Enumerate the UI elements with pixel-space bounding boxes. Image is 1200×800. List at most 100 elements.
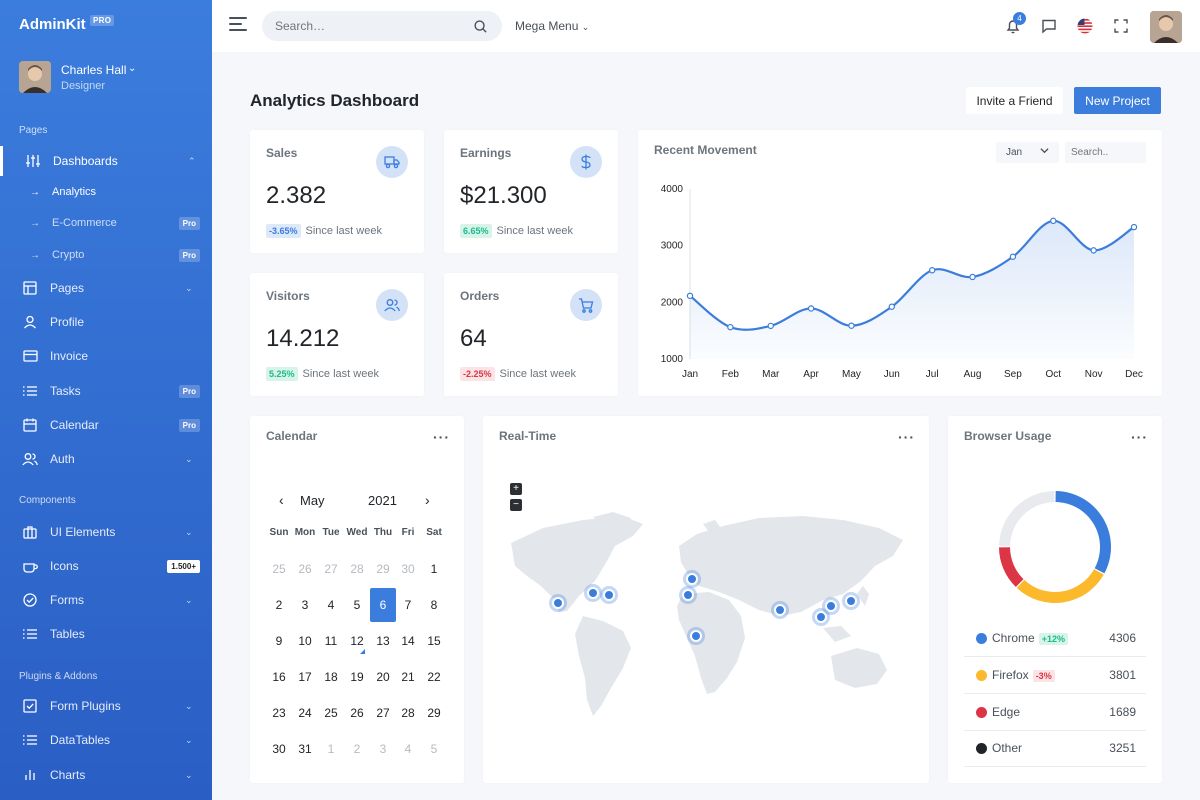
calendar-day[interactable]: 10 — [298, 634, 312, 648]
sidebar-item-datatables[interactable]: DataTables ⌄ — [0, 725, 212, 755]
calendar-day[interactable]: 4 — [327, 598, 335, 612]
sidebar-item-forms[interactable]: Forms ⌄ — [0, 585, 212, 615]
calendar-day[interactable]: 19 — [350, 670, 364, 684]
calendar-day[interactable]: 8 — [430, 598, 438, 612]
more-horizontal-icon[interactable]: ··· — [433, 429, 450, 445]
sidebar-item-dashboards[interactable]: Dashboards ⌃ — [0, 146, 212, 176]
weekday-label: Mon — [294, 527, 316, 538]
calendar-day[interactable]: 14 — [401, 634, 415, 648]
message-square-icon[interactable] — [1041, 18, 1057, 34]
pro-badge: Pro — [178, 418, 200, 432]
calendar-day[interactable]: 31 — [298, 742, 312, 756]
x-tick-label: Feb — [722, 369, 740, 380]
calendar-day[interactable]: 29 — [376, 562, 390, 576]
calendar-day[interactable]: 3 — [379, 742, 387, 756]
calendar-day[interactable]: 30 — [272, 742, 286, 756]
card-title: Real-Time — [499, 429, 557, 443]
calendar-day[interactable]: 28 — [401, 706, 415, 720]
hamburger-menu-icon[interactable] — [229, 17, 247, 33]
chevron-down-icon — [1040, 148, 1049, 154]
calendar-day[interactable]: 18 — [324, 670, 338, 684]
calendar-day[interactable]: 26 — [298, 562, 312, 576]
calendar-day[interactable]: 27 — [324, 562, 338, 576]
chart-point-nov — [1090, 247, 1097, 254]
topbar-avatar[interactable] — [1150, 11, 1182, 43]
legend-name: Edge — [992, 705, 1020, 719]
search-input[interactable] — [262, 11, 502, 41]
sidebar-subitem-ecommerce[interactable]: → E-Commerce Pro — [0, 211, 212, 235]
sidebar-item-ui-elements[interactable]: UI Elements ⌄ — [0, 517, 212, 547]
calendar-day[interactable]: 7 — [404, 598, 412, 612]
sidebar-item-tasks[interactable]: Tasks Pro — [0, 376, 212, 406]
calendar-day[interactable]: 25 — [272, 562, 286, 576]
calendar-day[interactable]: 22 — [427, 670, 441, 684]
sidebar-item-label: Form Plugins — [50, 699, 121, 713]
mega-menu-dropdown[interactable]: Mega Menu ⌄ — [515, 19, 589, 33]
calendar-day[interactable]: 20 — [376, 670, 390, 684]
calendar-day[interactable]: 21 — [401, 670, 415, 684]
calendar-day[interactable]: 1 — [430, 562, 438, 576]
weekday-label: Thu — [373, 527, 393, 538]
sidebar-item-charts[interactable]: Charts ⌄ — [0, 760, 212, 790]
chevron-down-icon[interactable]: ⌄ — [128, 63, 137, 74]
invite-friend-button[interactable]: Invite a Friend — [966, 87, 1063, 114]
calendar-day[interactable]: 28 — [350, 562, 364, 576]
sidebar-item-form-plugins[interactable]: Form Plugins ⌄ — [0, 691, 212, 721]
calendar-day[interactable]: 27 — [376, 706, 390, 720]
more-horizontal-icon[interactable]: ··· — [1131, 429, 1148, 445]
month-select[interactable]: Jan — [996, 142, 1059, 163]
calendar-day[interactable]: 29 — [427, 706, 441, 720]
calendar-day[interactable]: 6 — [370, 588, 396, 622]
calendar-day[interactable]: 30 — [401, 562, 415, 576]
us-flag-icon[interactable] — [1077, 18, 1093, 34]
sidebar-avatar[interactable] — [19, 61, 51, 93]
chevron-right-icon[interactable]: › — [425, 492, 430, 508]
calendar-day[interactable]: 13 — [376, 634, 390, 648]
users-icon — [376, 289, 408, 321]
sidebar-item-icons[interactable]: Icons 1.500+ — [0, 551, 212, 581]
calendar-day[interactable]: 1 — [327, 742, 335, 756]
legend-dot — [976, 669, 987, 681]
sidebar-item-profile[interactable]: Profile — [0, 307, 212, 337]
calendar-day[interactable]: 17 — [298, 670, 312, 684]
x-tick-label: Mar — [762, 369, 780, 380]
calendar-month[interactable]: May — [300, 493, 325, 508]
sidebar-subitem-crypto[interactable]: → Crypto Pro — [0, 243, 212, 267]
chevron-down-icon: ⌄ — [581, 22, 590, 32]
calendar-day[interactable]: 25 — [324, 706, 338, 720]
calendar-day[interactable]: 2 — [353, 742, 361, 756]
x-tick-label: Apr — [803, 369, 819, 380]
chevron-left-icon[interactable]: ‹ — [279, 492, 284, 508]
calendar-day[interactable]: 3 — [301, 598, 309, 612]
sidebar-subitem-analytics[interactable]: → Analytics — [0, 180, 212, 204]
sidebar-item-invoice[interactable]: Invoice — [0, 341, 212, 371]
more-horizontal-icon[interactable]: ··· — [898, 429, 915, 445]
calendar-day[interactable]: 24 — [298, 706, 312, 720]
zoom-in-button[interactable]: + — [510, 483, 522, 495]
calendar-day[interactable]: 5 — [430, 742, 438, 756]
world-map[interactable] — [483, 416, 929, 783]
sidebar-item-calendar[interactable]: Calendar Pro — [0, 410, 212, 440]
calendar-day[interactable]: 26 — [350, 706, 364, 720]
calendar-day[interactable]: 15 — [427, 634, 441, 648]
calendar-day[interactable]: 23 — [272, 706, 286, 720]
search-icon[interactable] — [474, 20, 487, 33]
sidebar-item-pages[interactable]: Pages ⌄ — [0, 273, 212, 303]
calendar-day[interactable]: 4 — [404, 742, 412, 756]
calendar-day[interactable]: 12 — [350, 634, 364, 648]
calendar-day[interactable]: 11 — [324, 634, 338, 648]
brand-logo[interactable]: AdminKit — [19, 16, 86, 33]
calendar-day[interactable]: 5 — [353, 598, 361, 612]
maximize-icon[interactable] — [1113, 18, 1129, 34]
sidebar-item-tables[interactable]: Tables — [0, 619, 212, 649]
calendar-year[interactable]: 2021 — [368, 493, 397, 508]
calendar-day[interactable]: 2 — [275, 598, 283, 612]
zoom-out-button[interactable]: − — [510, 499, 522, 511]
new-project-button[interactable]: New Project — [1074, 87, 1161, 114]
stat-card-sales: Sales 2.382 -3.65% Since last week — [250, 130, 424, 253]
calendar-day[interactable]: 9 — [275, 634, 283, 648]
chart-search-input[interactable] — [1065, 142, 1146, 163]
calendar-day[interactable]: 16 — [272, 670, 286, 684]
sidebar-user-name[interactable]: Charles Hall — [61, 63, 127, 77]
sidebar-item-auth[interactable]: Auth ⌄ — [0, 444, 212, 474]
